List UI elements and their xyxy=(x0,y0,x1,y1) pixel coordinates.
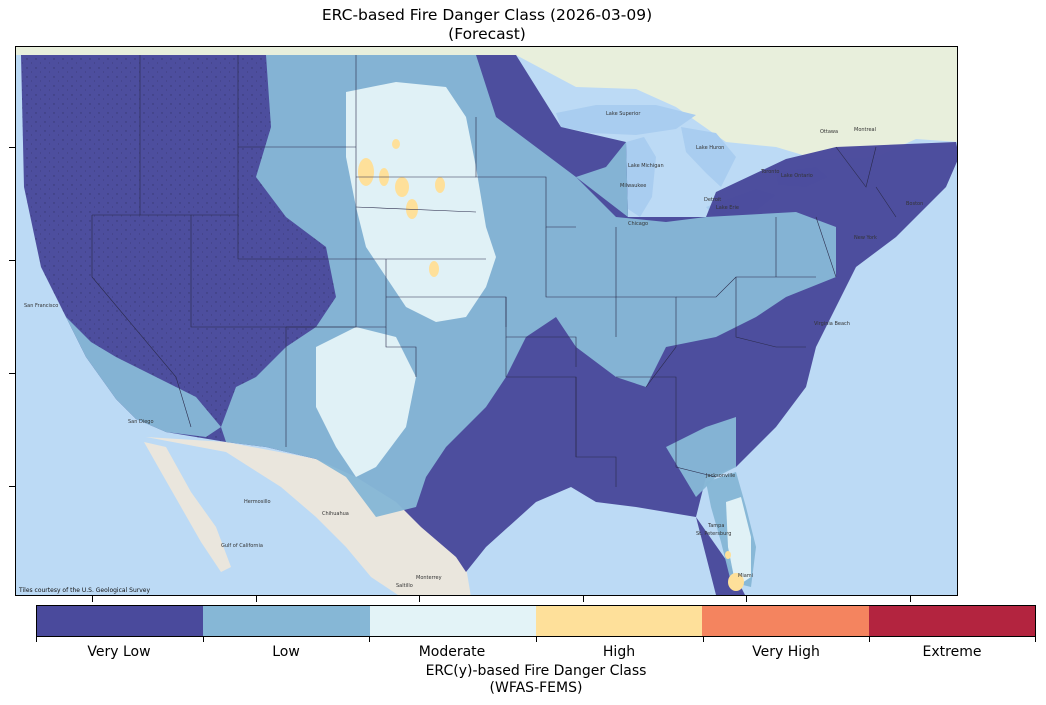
moderate-danger-area xyxy=(346,82,496,322)
colorbar-segment-very-low xyxy=(37,606,204,636)
colorbar-segment-moderate xyxy=(369,606,536,636)
figure-title: ERC-based Fire Danger Class (2026-03-09)… xyxy=(0,6,974,44)
label-saltillo: Saltillo xyxy=(396,583,413,589)
colorbar-segment-low xyxy=(203,606,370,636)
y-axis-tick xyxy=(9,486,15,487)
low-danger-upper-midwest xyxy=(576,142,628,217)
label-new-york: New York xyxy=(854,235,877,241)
label-hermosillo: Hermosillo xyxy=(244,499,271,505)
label-ottawa: Ottawa xyxy=(820,129,838,135)
label-virginia-beach: Virginia Beach xyxy=(814,321,850,327)
map-place-labels: Lake Superior Lake Michigan Lake Huron L… xyxy=(24,111,923,589)
label-lake-michigan: Lake Michigan xyxy=(628,163,664,169)
colorbar-tick xyxy=(703,637,704,642)
y-axis-tick xyxy=(9,260,15,261)
label-monterrey: Monterrey xyxy=(416,575,442,581)
label-chihuahua: Chihuahua xyxy=(322,511,349,517)
colorbar-label-extreme: Extreme xyxy=(922,644,982,660)
colorbar-tick xyxy=(369,637,370,642)
colorbar-tick xyxy=(869,637,870,642)
colorbar-label-moderate: Moderate xyxy=(418,644,486,660)
label-jacksonville: Jacksonville xyxy=(705,473,735,479)
label-boston: Boston xyxy=(906,201,923,207)
colorbar-segment-very-high xyxy=(702,606,869,636)
colorbar-tick xyxy=(1035,637,1036,642)
tile-attribution: Tiles courtesy of the U.S. Geological Su… xyxy=(19,587,151,594)
y-axis-tick xyxy=(9,147,15,148)
label-montreal: Montreal xyxy=(854,127,876,133)
colorbar-title-line-2: (WFAS-FEMS) xyxy=(489,680,583,696)
x-axis-tick xyxy=(583,596,584,602)
label-lake-ontario: Lake Ontario xyxy=(781,173,813,179)
y-axis-tick xyxy=(9,373,15,374)
x-axis-tick xyxy=(910,596,911,602)
label-milwaukee: Milwaukee xyxy=(620,183,646,189)
colorbar-label-high: High xyxy=(602,644,636,660)
label-gulf-of-california: Gulf of California xyxy=(221,543,263,549)
colorbar-segment-extreme xyxy=(868,606,1035,636)
label-san-francisco: San Francisco xyxy=(24,303,58,309)
moderate-danger-florida xyxy=(726,497,751,587)
baja-land xyxy=(144,442,231,572)
colorbar-label-low: Low xyxy=(272,644,300,660)
colorbar-title: ERC(y)-based Fire Danger Class (WFAS-FEM… xyxy=(36,663,1036,697)
colorbar-tick xyxy=(203,637,204,642)
state-boundaries xyxy=(91,55,897,487)
map-panel[interactable]: Lake Superior Lake Michigan Lake Huron L… xyxy=(15,46,958,596)
title-line-2: (Forecast) xyxy=(448,25,526,43)
low-danger-southwest xyxy=(66,317,221,437)
canada-land xyxy=(16,47,957,159)
label-toronto: Toronto xyxy=(760,169,779,175)
colorbar-segment-high xyxy=(535,606,703,636)
label-lake-erie: Lake Erie xyxy=(716,205,739,211)
mexico-land xyxy=(146,437,471,595)
colorbar-title-line-1: ERC(y)-based Fire Danger Class xyxy=(425,663,647,679)
high-danger-spots xyxy=(358,139,744,591)
x-axis-tick xyxy=(256,596,257,602)
label-lake-huron: Lake Huron xyxy=(696,145,724,151)
low-danger-southeast-coast xyxy=(666,417,736,497)
moderate-danger-texas xyxy=(316,327,416,477)
label-detroit: Detroit xyxy=(704,197,721,203)
colorbar-tick xyxy=(536,637,537,642)
map-canvas: Lake Superior Lake Michigan Lake Huron L… xyxy=(16,47,957,595)
label-tampa: Tampa xyxy=(707,523,724,529)
label-st-petersburg: St. Petersburg xyxy=(696,531,731,537)
title-line-1: ERC-based Fire Danger Class (2026-03-09) xyxy=(321,6,653,24)
label-chicago: Chicago xyxy=(628,221,648,227)
label-san-diego: San Diego xyxy=(128,419,154,425)
colorbar-tick xyxy=(36,637,37,642)
colorbar-label-very-low: Very Low xyxy=(87,644,151,660)
colorbar xyxy=(36,605,1036,637)
label-lake-superior: Lake Superior xyxy=(606,111,641,117)
x-axis-tick xyxy=(92,596,93,602)
x-axis-tick xyxy=(746,596,747,602)
colorbar-label-very-high: Very High xyxy=(752,644,820,660)
x-axis-tick xyxy=(419,596,420,602)
label-miami: Miami xyxy=(738,573,753,579)
